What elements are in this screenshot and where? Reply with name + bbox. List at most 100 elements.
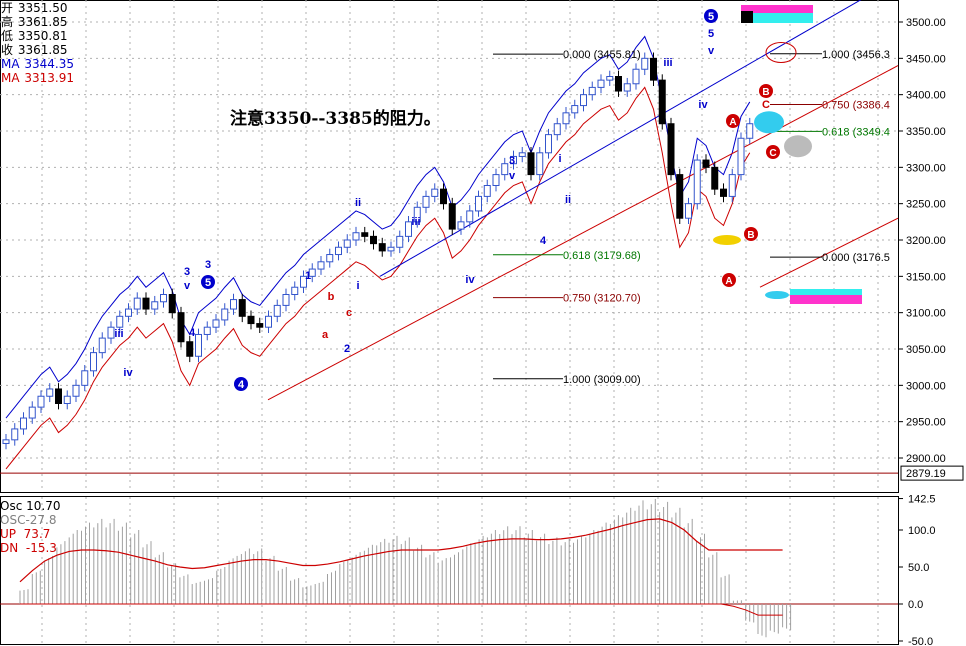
candle-body [685, 203, 692, 219]
candle-body [370, 235, 377, 245]
candle-body [265, 315, 272, 328]
price-tick-label: 3050.00 [906, 344, 946, 356]
candle-body [256, 323, 264, 328]
ma2-label: MA [1, 71, 20, 85]
candle-body [90, 352, 97, 372]
lower-trendline [267, 65, 899, 401]
quote-panel: 开 3351.50 高 3361.85 低 3350.81 收 3361.85 … [0, 1, 74, 85]
osc-tick-label: 50.0 [908, 562, 929, 574]
osc-value: 10.70 [26, 499, 61, 513]
price-tick-label: 3400.00 [906, 90, 946, 102]
candle-body [518, 152, 526, 157]
candle-body [483, 185, 491, 197]
candle-body [195, 333, 202, 357]
candle-body [588, 86, 596, 96]
wave-label: C [769, 148, 776, 159]
marker-bar [790, 289, 862, 298]
fib-left-label: 1.000 (3009.00) [563, 374, 641, 386]
wave-label: 3 [205, 259, 211, 271]
osc-label: Osc [0, 499, 23, 513]
resistance-note: 注意3350--3385的阻力。 [230, 109, 441, 129]
candle-body [46, 388, 54, 397]
candle-body [98, 337, 106, 354]
wave-circle-marker [234, 377, 248, 391]
wave-label: c [346, 307, 352, 319]
candle-body [580, 94, 587, 107]
candle-body [352, 232, 360, 241]
lower-band-line [5, 86, 751, 470]
fib-left-label: 0.750 (3120.70) [563, 293, 641, 305]
fib-right-label: 1.000 (3456.3 [822, 49, 890, 61]
wave-label: v [708, 45, 715, 57]
candle-body [2, 439, 10, 444]
candle-body [623, 83, 631, 92]
wave-circle-marker [722, 273, 736, 287]
candle-body [597, 79, 605, 88]
wave-label: ii [355, 197, 361, 209]
wave-label: 4 [238, 379, 245, 391]
candle-body [133, 297, 141, 310]
high-value: 3361.85 [17, 15, 68, 29]
candle-body [536, 152, 544, 176]
candle-body [413, 206, 421, 223]
candle-body [273, 304, 281, 317]
candle-body [658, 79, 666, 125]
wave-label: i [356, 280, 359, 292]
wave-circle-marker [766, 145, 780, 159]
wave-label: b [328, 291, 335, 303]
candle-body [405, 221, 412, 237]
candle-body [151, 301, 159, 310]
candle-body [343, 239, 351, 248]
price-panel-frame [0, 0, 899, 493]
wave-label: 2 [344, 343, 350, 355]
wave-circle-marker [201, 275, 215, 289]
candle-body [606, 76, 614, 81]
price-tick-label: 3100.00 [906, 308, 946, 320]
candle-body [168, 294, 176, 314]
marker-bar [790, 295, 862, 304]
candle-body [177, 312, 185, 343]
candle-body [247, 315, 255, 325]
candle-body [55, 388, 62, 405]
candle-body [422, 195, 430, 208]
ma1-value: 3344.35 [24, 57, 75, 71]
marker-bar [741, 5, 813, 15]
low-label: 低 [1, 29, 14, 43]
wave-label: B [762, 87, 769, 98]
candle-body [63, 395, 71, 405]
marker-ellipse [765, 42, 797, 64]
candle-body [667, 123, 675, 176]
candle-body [361, 232, 369, 237]
close-label: 收 [1, 43, 14, 57]
candle-body [186, 341, 194, 357]
candle-body [737, 137, 745, 176]
marker-bar [753, 13, 813, 23]
oscillator-panel: Osc 10.70 OSC-27.8 UP 73.7 DN -15.3 [0, 499, 60, 555]
wave-label: iv [465, 274, 475, 286]
upper-band-line [5, 35, 751, 419]
candle-body [746, 123, 754, 139]
candle-body [238, 299, 246, 317]
marker-bar [741, 11, 753, 23]
wave-circle-marker [744, 227, 758, 241]
wave-label: 1 [305, 270, 311, 282]
wave-circle-marker [704, 9, 718, 23]
wave-label: iii [663, 57, 672, 69]
dn-value: -15.3 [25, 541, 57, 555]
wave-label: B [747, 230, 754, 241]
candle-body [457, 221, 465, 230]
candle-body [107, 326, 115, 339]
candle-body [527, 152, 535, 176]
up-value: 73.7 [23, 527, 51, 541]
candle-body [720, 188, 727, 197]
wave-label: i [558, 153, 561, 165]
candle-body [230, 299, 237, 310]
candle-body [116, 315, 124, 328]
wave-label: v [509, 170, 516, 182]
up-label: UP [0, 527, 17, 541]
candle-body [212, 319, 220, 328]
wave-label: ii [565, 194, 571, 206]
wave-label: 4 [189, 327, 196, 339]
wave-label: 5 [708, 11, 714, 23]
